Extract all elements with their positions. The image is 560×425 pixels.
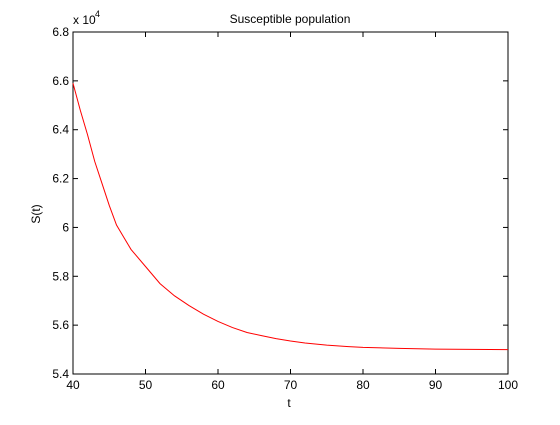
series-layer: [72, 83, 509, 351]
y-tick-label: 6.6: [52, 74, 69, 88]
y-axis-label: S(t): [29, 204, 43, 223]
x-tick-label: 70: [284, 378, 298, 392]
y-tick-label: 6.2: [52, 172, 69, 186]
y-tick-label: 6: [62, 220, 69, 234]
y-tick-label: 5.4: [52, 367, 69, 381]
y-tick-label: 6.4: [52, 123, 69, 137]
x-tick-label: 100: [498, 378, 518, 392]
x-tick-label: 50: [139, 378, 153, 392]
x-tick-label: 90: [429, 378, 443, 392]
x-tick-label: 60: [211, 378, 225, 392]
y-tick-label: 6.8: [52, 25, 69, 39]
x-tick-label: 80: [356, 378, 370, 392]
x-tick-label: 40: [66, 378, 80, 392]
y-multiplier-exponent: 4: [95, 9, 100, 19]
x-axis-label: t: [287, 396, 291, 410]
x-ticks: 40 50 60 70 80 90 100: [66, 32, 518, 392]
y-tick-label: 5.8: [52, 269, 69, 283]
chart-title: Susceptible population: [230, 12, 351, 26]
y-multiplier-label: x 10: [73, 13, 96, 27]
plot-area: [72, 31, 509, 375]
y-tick-label: 5.6: [52, 318, 69, 332]
y-ticks: 5.4 5.6 5.8 6 6.2 6.4 6.6 6.8: [52, 25, 508, 381]
series-line: [72, 83, 509, 351]
